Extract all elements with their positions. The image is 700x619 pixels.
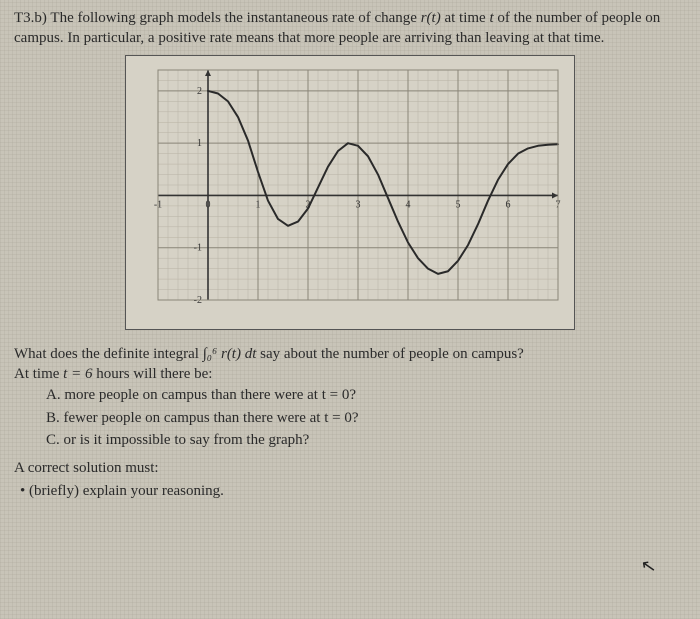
graph-container: -101234567-2-112	[14, 55, 686, 330]
rate-graph: -101234567-2-112	[130, 60, 570, 320]
problem-label: T3.b)	[14, 10, 47, 26]
svg-text:0: 0	[206, 199, 211, 210]
option-b: B. fewer people on campus than there wer…	[46, 407, 686, 430]
rate-expression: r(t)	[421, 10, 441, 26]
svg-text:4: 4	[406, 199, 411, 210]
option-a: A. more people on campus than there were…	[46, 384, 686, 407]
graph-box: -101234567-2-112	[125, 55, 575, 330]
time-equation: t = 6	[63, 366, 92, 382]
bullet-explain: • (briefly) explain your reasoning.	[20, 483, 686, 500]
problem-text-mid1: at time	[444, 10, 489, 26]
problem-text-prefix: The following graph models the instantan…	[50, 10, 420, 26]
t-variable: t	[489, 10, 493, 26]
option-c: C. or is it impossible to say from the g…	[46, 429, 686, 452]
correct-solution-heading: A correct solution must:	[14, 460, 686, 477]
question-line2b: hours will there be:	[96, 366, 212, 382]
svg-text:1: 1	[197, 138, 202, 149]
question-line2a: At time	[14, 366, 63, 382]
svg-text:5: 5	[456, 199, 461, 210]
question-block: What does the definite integral ∫₀⁶ r(t)…	[14, 344, 686, 385]
question-line1b: say about the number of people on campus…	[260, 346, 524, 362]
svg-text:2: 2	[197, 85, 202, 96]
question-line1a: What does the definite integral	[14, 346, 203, 362]
svg-text:-1: -1	[194, 242, 202, 253]
svg-text:3: 3	[356, 199, 361, 210]
integral-expression: ∫₀⁶ r(t) dt	[203, 346, 257, 362]
svg-text:6: 6	[506, 199, 511, 210]
svg-text:1: 1	[256, 199, 261, 210]
problem-statement: T3.b) The following graph models the ins…	[14, 8, 686, 49]
cursor-icon: ↖	[639, 555, 658, 578]
